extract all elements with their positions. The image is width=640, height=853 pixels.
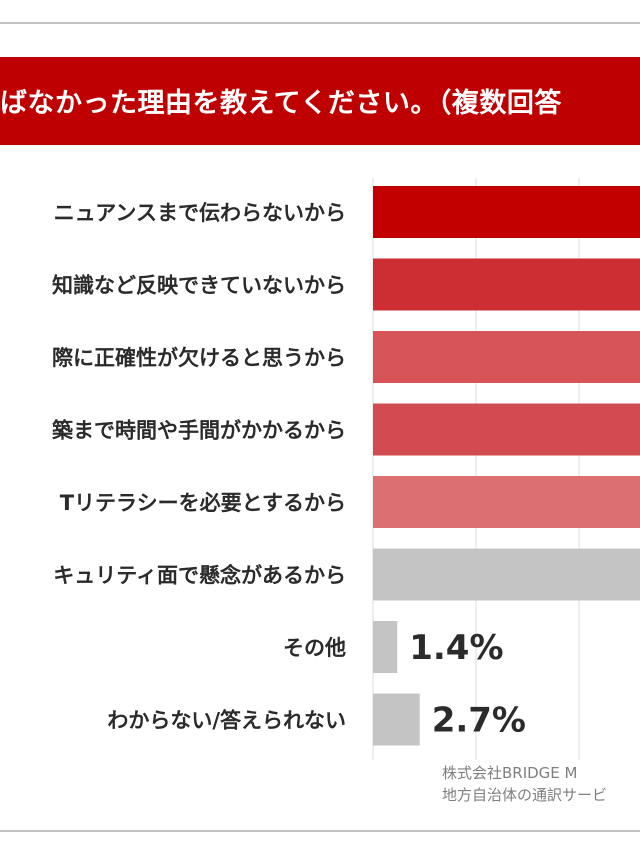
category-label: 際に正確性が欠けると思うから bbox=[52, 346, 346, 370]
bar bbox=[373, 621, 398, 673]
category-label: その他 bbox=[283, 636, 346, 660]
source-note: 株式会社BRIDGE M 地方自治体の通訳サービ bbox=[442, 762, 640, 806]
top-border bbox=[0, 22, 640, 24]
bar bbox=[373, 548, 640, 601]
category-label: Tリテラシーを必要とするから bbox=[60, 491, 346, 515]
value-label: 2.7% bbox=[432, 701, 526, 741]
category-labels: ニュアンスまで伝わらないから知識など反映できていないから際に正確性が欠けると思う… bbox=[51, 201, 346, 733]
question-title: ばなかった理由を教えてください。（複数回答 bbox=[0, 88, 562, 119]
value-label: 1.4% bbox=[409, 628, 503, 668]
value-labels: 211.4%2.7% bbox=[409, 628, 526, 741]
category-label: わからない/答えられない bbox=[107, 709, 346, 733]
bar bbox=[373, 331, 640, 383]
category-label: ニュアンスまで伝わらないから bbox=[54, 201, 346, 225]
category-label: 知識など反映できていないから bbox=[52, 274, 346, 298]
source-line-2: 地方自治体の通訳サービ bbox=[442, 786, 608, 804]
bar bbox=[373, 403, 640, 456]
bars bbox=[373, 186, 640, 746]
category-label: 築まで時間や手間がかかるから bbox=[51, 419, 346, 443]
bar bbox=[373, 476, 640, 528]
bar bbox=[373, 186, 640, 238]
bar bbox=[373, 693, 420, 746]
bar bbox=[373, 258, 640, 311]
category-label: キュリティ面で懸念があるから bbox=[53, 564, 346, 588]
bottom-border bbox=[0, 830, 640, 832]
question-title-bar: ばなかった理由を教えてください。（複数回答 bbox=[0, 57, 640, 145]
source-line-1: 株式会社BRIDGE M bbox=[442, 764, 578, 782]
